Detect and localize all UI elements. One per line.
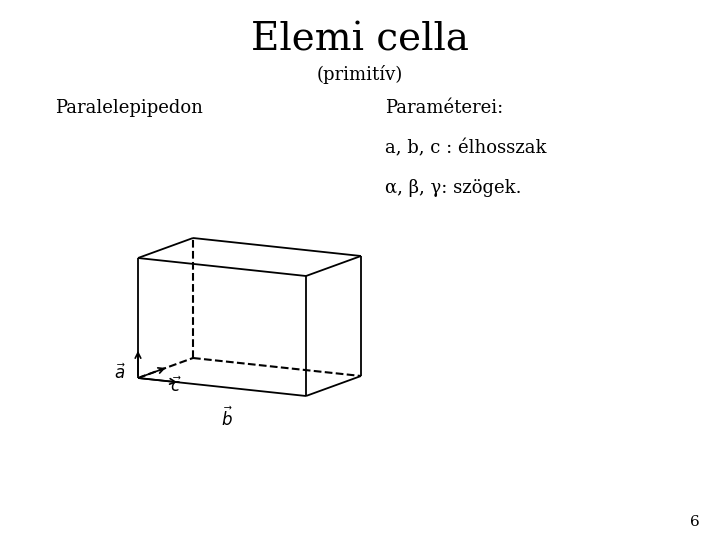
Text: $\vec{a}$: $\vec{a}$ <box>114 363 126 383</box>
Text: Elemi cella: Elemi cella <box>251 22 469 58</box>
Text: (primitív): (primitív) <box>317 64 403 84</box>
Text: Paraméterei:: Paraméterei: <box>385 99 503 117</box>
Text: $\vec{c}$: $\vec{c}$ <box>170 376 182 396</box>
Text: Paralelepipedon: Paralelepipedon <box>55 99 203 117</box>
Text: 6: 6 <box>690 515 700 529</box>
Text: $\vec{b}$: $\vec{b}$ <box>221 406 233 430</box>
Text: α, β, γ: szögek.: α, β, γ: szögek. <box>385 179 521 197</box>
Text: a, b, c : élhosszak: a, b, c : élhosszak <box>385 139 546 157</box>
